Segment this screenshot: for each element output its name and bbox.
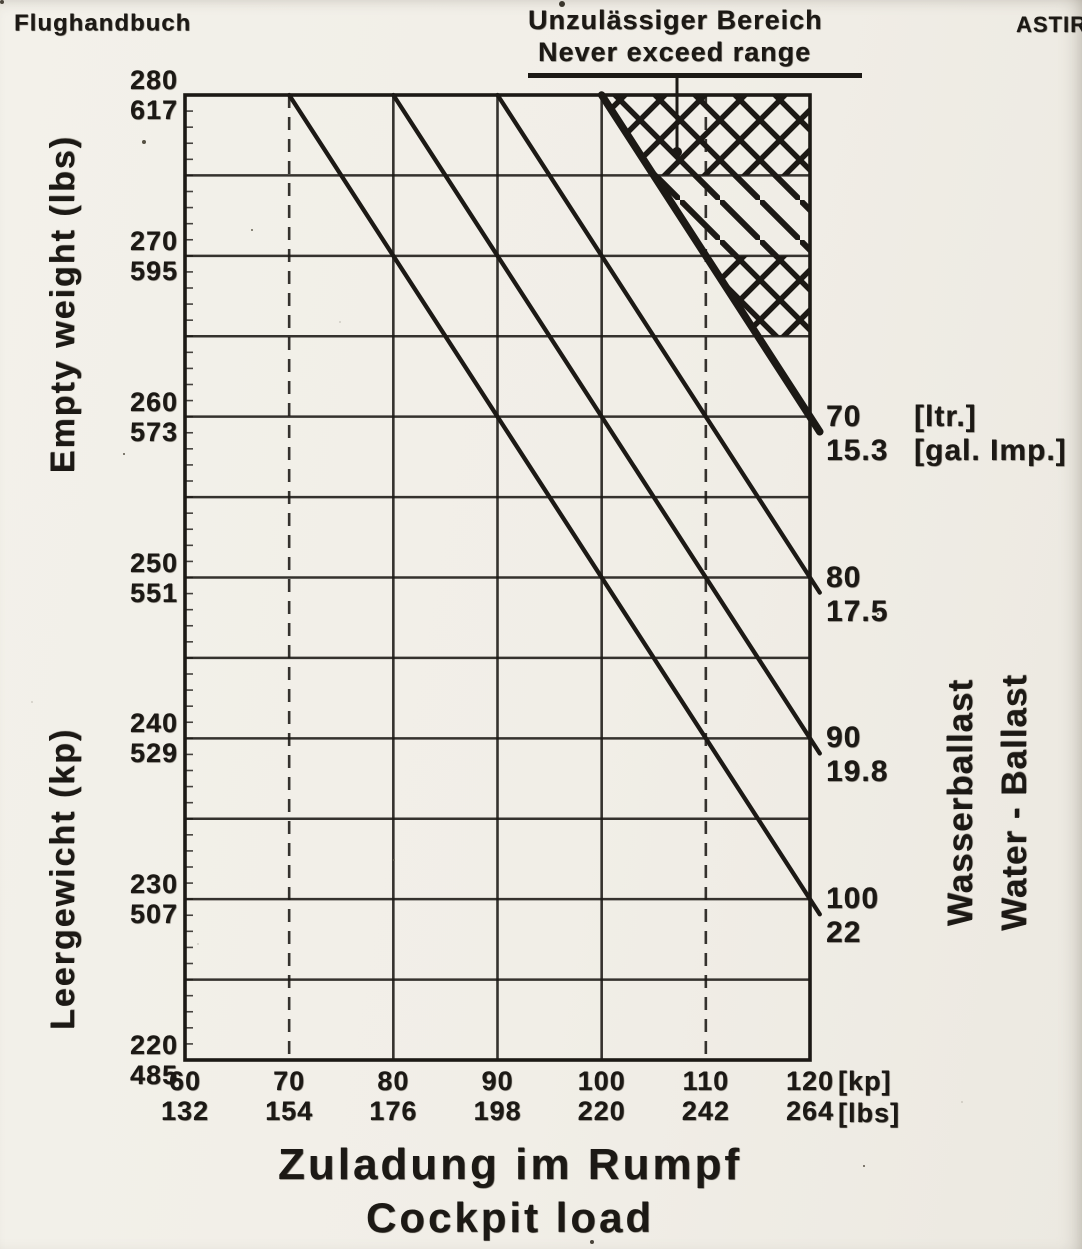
right-axis-title: Wasserballast Water - Ballast [930, 630, 1046, 975]
y-tick-kp: 260 [129, 386, 178, 417]
y-tick-lbs: 485 [129, 1060, 178, 1090]
x-tick-lbs: 176 [369, 1096, 418, 1126]
scan-speckles [0, 0, 4, 4]
never-exceed-label-en: Never exceed range [538, 37, 812, 67]
ballast-label-80-gallons-value: 17.5 [826, 594, 889, 628]
y-tick-250: 250 551 [106, 548, 178, 608]
x-tick-60: 60 132 [137, 1066, 233, 1126]
y-tick-kp: 220 [129, 1030, 178, 1060]
never-exceed-pointer-dot [672, 147, 682, 157]
y-tick-280: 280 617 [106, 65, 178, 125]
x-tick-lbs: 154 [265, 1096, 314, 1126]
x-tick-kp: 110 [682, 1066, 730, 1096]
page-header-right: ASTIR [1016, 12, 1082, 37]
y-tick-kp: 250 [129, 547, 178, 578]
ballast-label-100-liters: 100 [826, 883, 914, 915]
ballast-label-100-gallons: 22 [826, 917, 914, 949]
page-header-left: Flughandbuch [14, 10, 192, 37]
x-tick-lbs: 264 [785, 1096, 835, 1126]
never-exceed-hatch-band [601, 95, 810, 176]
x-tick-110: 110 242 [658, 1066, 754, 1126]
ballast-label-80-gallons: 17.5 [826, 594, 914, 628]
ballast-line-100 [287, 92, 822, 917]
x-tick-kp: 90 [481, 1066, 514, 1096]
never-exceed-heading: Unzulässiger Bereich Never exceed range [528, 5, 862, 78]
y-tick-kp: 230 [129, 869, 178, 900]
x-axis-title-de: Zuladung im Rumpf [277, 1140, 743, 1189]
x-tick-lbs: 198 [473, 1096, 522, 1126]
y-tick-kp: 280 [129, 65, 178, 95]
x-tick-lbs: 220 [577, 1096, 626, 1126]
ballast-label-90-gallons-value: 19.8 [826, 755, 889, 789]
ballast-label-70-liters-unit: [ltr.] [914, 399, 977, 433]
ballast-label-70-gallons-value: 15.3 [826, 433, 889, 467]
right-axis-title-de: Wasserballast [941, 678, 980, 927]
x-tick-70: 70 154 [241, 1066, 337, 1126]
x-tick-lbs: 242 [681, 1096, 730, 1126]
ballast-label-80-liters-value: 80 [826, 560, 862, 594]
x-tick-kp: 100 [577, 1066, 626, 1096]
ballast-label-100-gallons-value: 22 [826, 916, 862, 950]
ballast-label-80-liters: 80 [826, 560, 914, 594]
ballast-label-100-liters-value: 100 [826, 882, 880, 916]
y-tick-260: 260 573 [106, 387, 178, 447]
y-tick-lbs: 617 [129, 95, 178, 125]
y-tick-230: 230 507 [106, 869, 178, 929]
y-tick-kp: 240 [129, 708, 178, 739]
y-axis-title: Leergewicht (kp) Empty weight (lbs) [16, 95, 110, 1060]
right-axis-title-en: Water - Ballast [995, 674, 1034, 931]
ballast-line-70 [597, 91, 824, 436]
x-tick-120: 120 264 [762, 1066, 858, 1126]
ballast-line-90 [391, 92, 822, 756]
x-tick-90: 90 198 [450, 1066, 546, 1126]
y-tick-kp: 270 [129, 225, 178, 256]
x-axis-unit-lbs: [lbs] [838, 1098, 900, 1128]
ballast-label-70-gallons: 15.3 [gal. Imp.] [826, 433, 1067, 467]
x-tick-kp: 70 [273, 1066, 306, 1096]
y-tick-lbs: 595 [129, 255, 178, 286]
y-tick-lbs: 573 [129, 416, 178, 447]
x-tick-kp: 120 [785, 1066, 835, 1096]
ballast-label-90-liters: 90 [826, 722, 914, 754]
never-exceed-hatch-band [705, 255, 810, 337]
x-tick-kp: 80 [377, 1066, 410, 1096]
y-tick-lbs: 551 [129, 577, 178, 608]
x-axis-unit-kp: [kp] [838, 1066, 892, 1096]
y-tick-220: 220 485 [106, 1030, 178, 1090]
y-tick-lbs: 529 [129, 738, 178, 769]
y-axis-title-en: Empty weight (lbs) [43, 135, 82, 474]
x-axis-title: Zuladung im Rumpf Cockpit load [150, 1140, 870, 1242]
x-tick-100: 100 220 [554, 1066, 650, 1126]
x-tick-kp: 60 [168, 1066, 202, 1096]
x-tick-80: 80 176 [345, 1066, 441, 1126]
y-axis-title-de: Leergewicht (kp) [43, 727, 82, 1030]
y-tick-270: 270 595 [106, 226, 178, 286]
ballast-label-70-liters-value: 70 [826, 399, 862, 433]
x-axis-title-en: Cockpit load [365, 1194, 655, 1241]
ballast-label-90-gallons: 19.8 [826, 756, 914, 788]
y-tick-240: 240 529 [106, 708, 178, 768]
y-tick-lbs: 507 [129, 899, 178, 930]
ballast-label-90-liters-value: 90 [826, 721, 862, 755]
ballast-label-70-liters: 70 [ltr.] [826, 399, 977, 433]
x-tick-lbs: 132 [160, 1096, 210, 1126]
ballast-line-80 [495, 92, 822, 595]
ballast-label-70-gallons-unit: [gal. Imp.] [914, 433, 1067, 467]
never-exceed-label-de: Unzulässiger Bereich [528, 5, 823, 35]
